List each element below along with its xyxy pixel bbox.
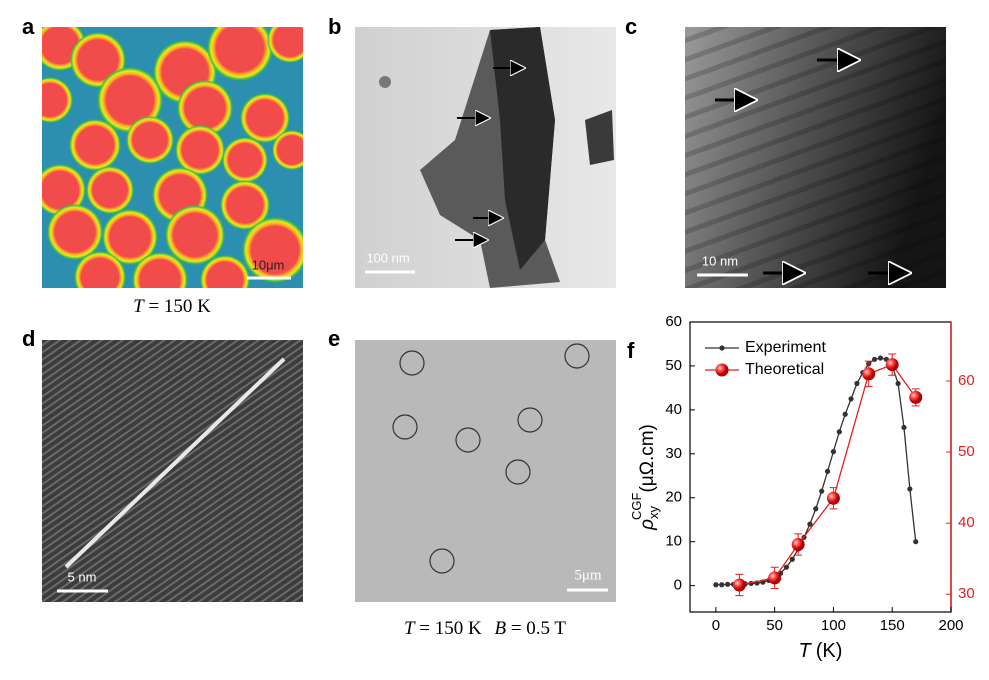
x-tick-label: 200 <box>938 617 963 634</box>
panel-label: d <box>22 326 35 351</box>
point <box>913 539 919 545</box>
domain-blob <box>74 251 126 288</box>
point <box>909 390 923 404</box>
x-label-unit: (K) <box>816 640 843 662</box>
point <box>783 564 790 570</box>
point <box>842 411 848 417</box>
domain-blob <box>42 164 86 216</box>
legend-label: Experiment <box>745 339 826 356</box>
y-tick-label: 40 <box>665 401 682 418</box>
point <box>791 537 805 551</box>
point <box>836 429 842 435</box>
y2-tick-label: 40 <box>958 514 975 531</box>
domain-blob <box>242 217 303 283</box>
caption: T = 150 K B = 0.5 T <box>404 618 566 639</box>
point <box>895 380 901 387</box>
point <box>725 581 731 587</box>
y-label-sub: xy <box>646 505 661 519</box>
point <box>901 424 907 431</box>
panel-label: c <box>625 14 637 39</box>
point <box>768 571 782 585</box>
domain-blob <box>47 204 103 260</box>
x-tick-label: 50 <box>766 617 783 634</box>
panel-label: f <box>627 338 635 363</box>
domain-blob <box>222 137 268 183</box>
point <box>819 488 825 494</box>
y-label-unit: (μΩ.cm) <box>637 424 658 492</box>
panel-d-image <box>42 340 303 602</box>
domain-blob <box>132 252 188 288</box>
domain-blob <box>165 205 225 265</box>
panel-label: a <box>22 14 35 39</box>
caption: T = 150 K <box>133 296 211 317</box>
domain-blob <box>86 166 134 214</box>
x-tick-label: 0 <box>712 617 720 634</box>
scale-bar-label: 100 nm <box>366 250 409 265</box>
y-axis-label: ρxyCGF(μΩ.cm) <box>629 424 661 531</box>
chart: 0 50 100 150 200 0 10 20 30 40 50 60 30 40 50 60 T (K) ρxy… <box>629 313 974 662</box>
x-tick-label: 150 <box>880 617 905 634</box>
y-tick-label: 0 <box>674 577 682 594</box>
point <box>877 355 884 361</box>
point <box>732 578 746 592</box>
point <box>830 449 837 455</box>
panel-label: e <box>328 326 340 351</box>
point <box>824 468 831 474</box>
scale-bar-label: 5μm <box>574 567 602 583</box>
domain-blob <box>240 93 290 143</box>
point <box>848 396 854 402</box>
domain-blob <box>126 116 174 164</box>
point <box>907 486 913 492</box>
panel-label: b <box>328 14 341 39</box>
series-line <box>715 357 917 586</box>
scale-bar-label: 5 nm <box>68 569 97 584</box>
point <box>813 506 819 512</box>
y-label-symbol: ρ <box>637 519 658 531</box>
point <box>862 367 876 381</box>
domain-blob <box>220 180 270 230</box>
y2-tick-label: 60 <box>958 372 975 389</box>
x-tick-label: 100 <box>821 617 846 634</box>
x-label-var: T <box>799 640 813 662</box>
scale-bar-label: 10μm <box>252 257 285 272</box>
legend-label: Theoretical <box>745 361 824 378</box>
domain-blob <box>69 119 121 171</box>
domain-blob <box>207 27 273 81</box>
point <box>854 380 860 387</box>
panel-e-image <box>355 340 616 602</box>
x-axis-label: T (K) <box>799 640 843 662</box>
point <box>789 556 795 562</box>
y-label-sup: CGF <box>629 492 644 520</box>
domain-blob <box>200 255 250 288</box>
point <box>713 582 719 588</box>
domain-blob <box>42 77 73 123</box>
point <box>826 491 840 505</box>
point <box>885 358 899 372</box>
domain-blob <box>102 209 158 265</box>
y2-tick-label: 50 <box>958 443 975 460</box>
panel-c-image <box>685 27 946 288</box>
panel-a-image <box>42 27 303 288</box>
point <box>807 521 813 527</box>
y-tick-label: 60 <box>665 313 682 330</box>
y2-tick-label: 30 <box>958 585 975 602</box>
domain-blob <box>175 125 225 175</box>
legend-marker <box>715 363 729 377</box>
domain-blob <box>267 27 303 63</box>
point <box>871 356 878 362</box>
y-tick-label: 10 <box>665 533 682 550</box>
y-tick-label: 30 <box>665 445 682 462</box>
scale-bar-label: 10 nm <box>702 253 738 268</box>
legend-marker <box>719 345 725 351</box>
domain-blob <box>272 130 303 170</box>
y-tick-label: 50 <box>665 357 682 374</box>
panel-b-image <box>355 27 616 288</box>
point <box>719 582 725 588</box>
series-line <box>739 363 917 586</box>
y-tick-label: 20 <box>665 489 682 506</box>
domain-blob <box>177 80 233 136</box>
